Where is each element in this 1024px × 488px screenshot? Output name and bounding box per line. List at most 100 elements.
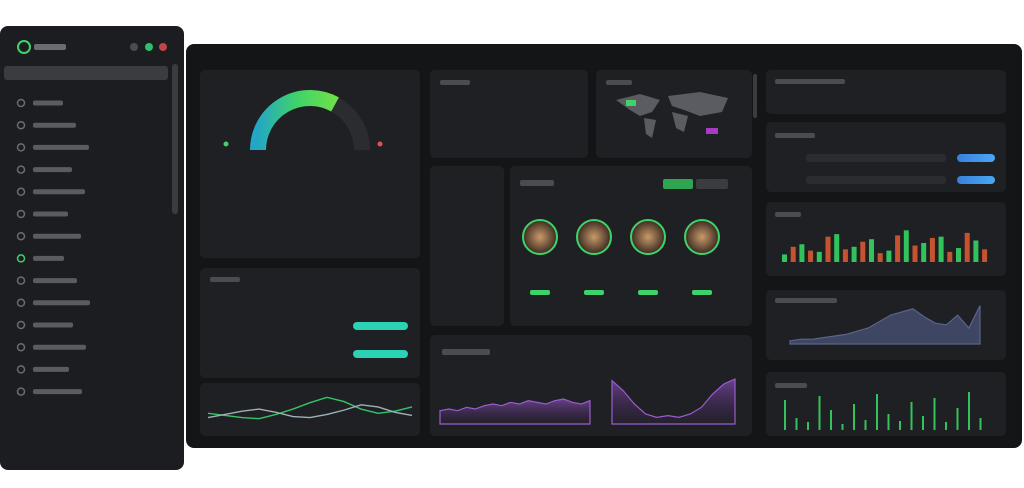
gauge-arc (250, 90, 339, 151)
heading (606, 80, 632, 85)
continent (706, 128, 718, 134)
menu-icon (16, 298, 26, 308)
bar (869, 239, 874, 262)
heading (775, 212, 801, 217)
menu-label (33, 255, 64, 261)
bar (782, 254, 787, 262)
bar (825, 236, 831, 262)
bar (947, 251, 953, 262)
menu-icon (16, 209, 26, 219)
bar (912, 245, 918, 262)
icon (159, 43, 167, 51)
spike (956, 408, 959, 430)
menu-label (33, 122, 76, 128)
scrollbar[interactable] (753, 74, 757, 118)
continent (668, 92, 728, 116)
heading (775, 79, 845, 84)
menu-label (33, 189, 85, 195)
bar (921, 243, 927, 262)
heading (775, 133, 815, 138)
spike (979, 418, 982, 430)
bar (938, 236, 944, 262)
spike (945, 422, 947, 430)
row (806, 176, 946, 184)
spike-card (766, 372, 1006, 436)
bar (851, 246, 857, 262)
bar (816, 251, 822, 262)
avatar-stat (584, 290, 604, 295)
spike (795, 418, 798, 430)
menu-icon (16, 320, 26, 330)
card (766, 70, 1006, 114)
spike (830, 410, 832, 430)
spike (910, 402, 913, 430)
gauge-card (200, 70, 420, 258)
logo (17, 40, 31, 54)
menu-label (33, 366, 69, 372)
menu-icon (16, 365, 26, 374)
menu-label (33, 100, 63, 106)
spike (876, 394, 878, 430)
menu-label (33, 389, 82, 395)
area (439, 398, 591, 425)
spike (853, 404, 855, 430)
avatar-stat (692, 290, 712, 295)
row (806, 154, 946, 162)
avatar (576, 219, 612, 255)
menu-icon (16, 120, 26, 130)
highlight (626, 100, 636, 106)
logo-text (34, 44, 66, 50)
menu-icon (16, 231, 26, 241)
menu-icon (16, 276, 26, 285)
world-map (616, 92, 728, 138)
bar (903, 230, 909, 262)
sidebar (0, 26, 184, 470)
bar (834, 234, 840, 262)
menu-icon (16, 387, 26, 396)
spike (864, 420, 867, 430)
bar (808, 250, 814, 262)
heading (775, 383, 807, 388)
tab[interactable] (663, 179, 693, 189)
avatar (630, 219, 666, 255)
bar (895, 235, 901, 262)
bar (956, 248, 961, 262)
bar (790, 246, 796, 262)
card (200, 383, 420, 436)
avatar (684, 219, 720, 255)
avatar-stat (530, 290, 550, 295)
card (430, 70, 588, 158)
spike (899, 421, 901, 430)
continent (616, 94, 660, 116)
spike (841, 424, 844, 430)
menu-label (33, 167, 72, 173)
progress-bar (353, 350, 408, 358)
menu-icon (16, 342, 26, 352)
search-box[interactable] (4, 66, 168, 80)
spike (807, 422, 809, 430)
icon (145, 43, 153, 51)
line (207, 404, 413, 419)
button[interactable] (957, 154, 995, 162)
team-card (510, 166, 752, 326)
menu-icon (16, 165, 26, 174)
spike (818, 396, 821, 430)
heading (520, 180, 554, 186)
bar (842, 249, 848, 262)
heading (775, 298, 837, 303)
menu-icon (16, 254, 26, 263)
heading (440, 80, 470, 85)
bar (860, 241, 866, 262)
gauge-marker (377, 141, 383, 147)
menu-label (33, 144, 89, 150)
scrollbar[interactable] (172, 64, 178, 214)
line (207, 396, 413, 420)
tab[interactable] (696, 179, 728, 189)
continent (644, 118, 656, 138)
bar-card (766, 202, 1006, 276)
menu-label (33, 344, 86, 350)
button[interactable] (957, 176, 995, 184)
menu-icon (16, 98, 26, 108)
